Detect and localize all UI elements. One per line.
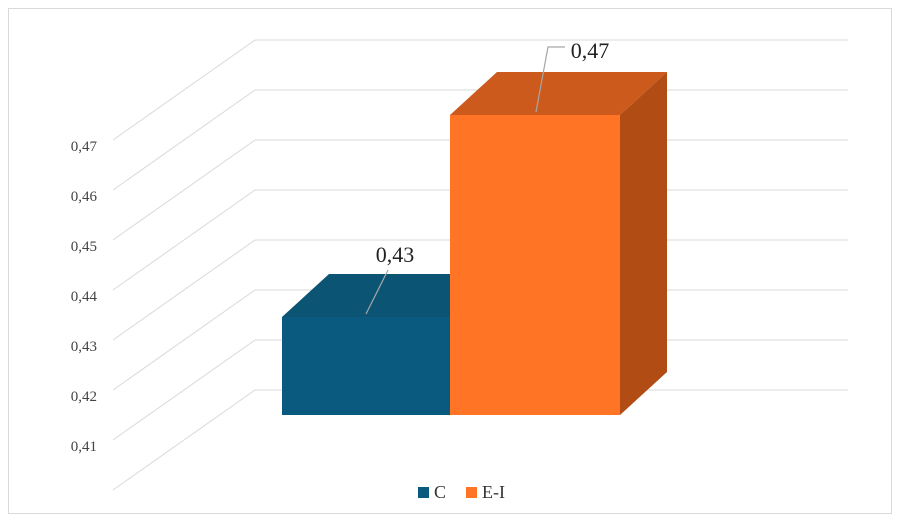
bar-c-front <box>282 317 450 415</box>
bar-e-i-top <box>450 72 667 115</box>
y-tick-label: 0,41 <box>71 439 97 455</box>
gridline-side <box>112 289 256 391</box>
gridline-side <box>112 39 256 141</box>
y-tick-label: 0,45 <box>71 239 97 255</box>
legend-swatch-c <box>418 487 429 498</box>
bar-e-i-front <box>450 115 620 415</box>
bar-e-i-side <box>620 72 667 415</box>
gridline-side <box>112 89 256 191</box>
gridline-side <box>112 189 256 291</box>
gridline-side <box>112 389 256 491</box>
y-axis-ticks: 0,41 0,42 0,43 0,44 0,45 0,46 0,47 <box>71 139 98 455</box>
data-label-leader <box>365 269 389 315</box>
legend-label-c: C <box>434 482 446 502</box>
gridline-side <box>112 339 256 441</box>
legend-swatch-e-i <box>466 487 477 498</box>
y-tick-label: 0,44 <box>71 289 98 305</box>
legend-label-e-i: E-I <box>482 482 505 502</box>
gridline-side <box>112 239 256 341</box>
data-label-leader <box>535 46 565 113</box>
bars <box>282 72 667 415</box>
data-label-e-i: 0,47 <box>571 38 610 63</box>
y-tick-label: 0,46 <box>71 189 98 205</box>
bar-c-top <box>282 274 497 317</box>
legend: C E-I <box>418 482 505 502</box>
y-tick-label: 0,42 <box>71 389 97 405</box>
gridline-side <box>112 139 256 241</box>
data-label-c: 0,43 <box>376 242 415 267</box>
y-tick-label: 0,47 <box>71 139 98 155</box>
y-tick-label: 0,43 <box>71 339 97 355</box>
data-labels: 0,43 0,47 <box>365 38 610 315</box>
